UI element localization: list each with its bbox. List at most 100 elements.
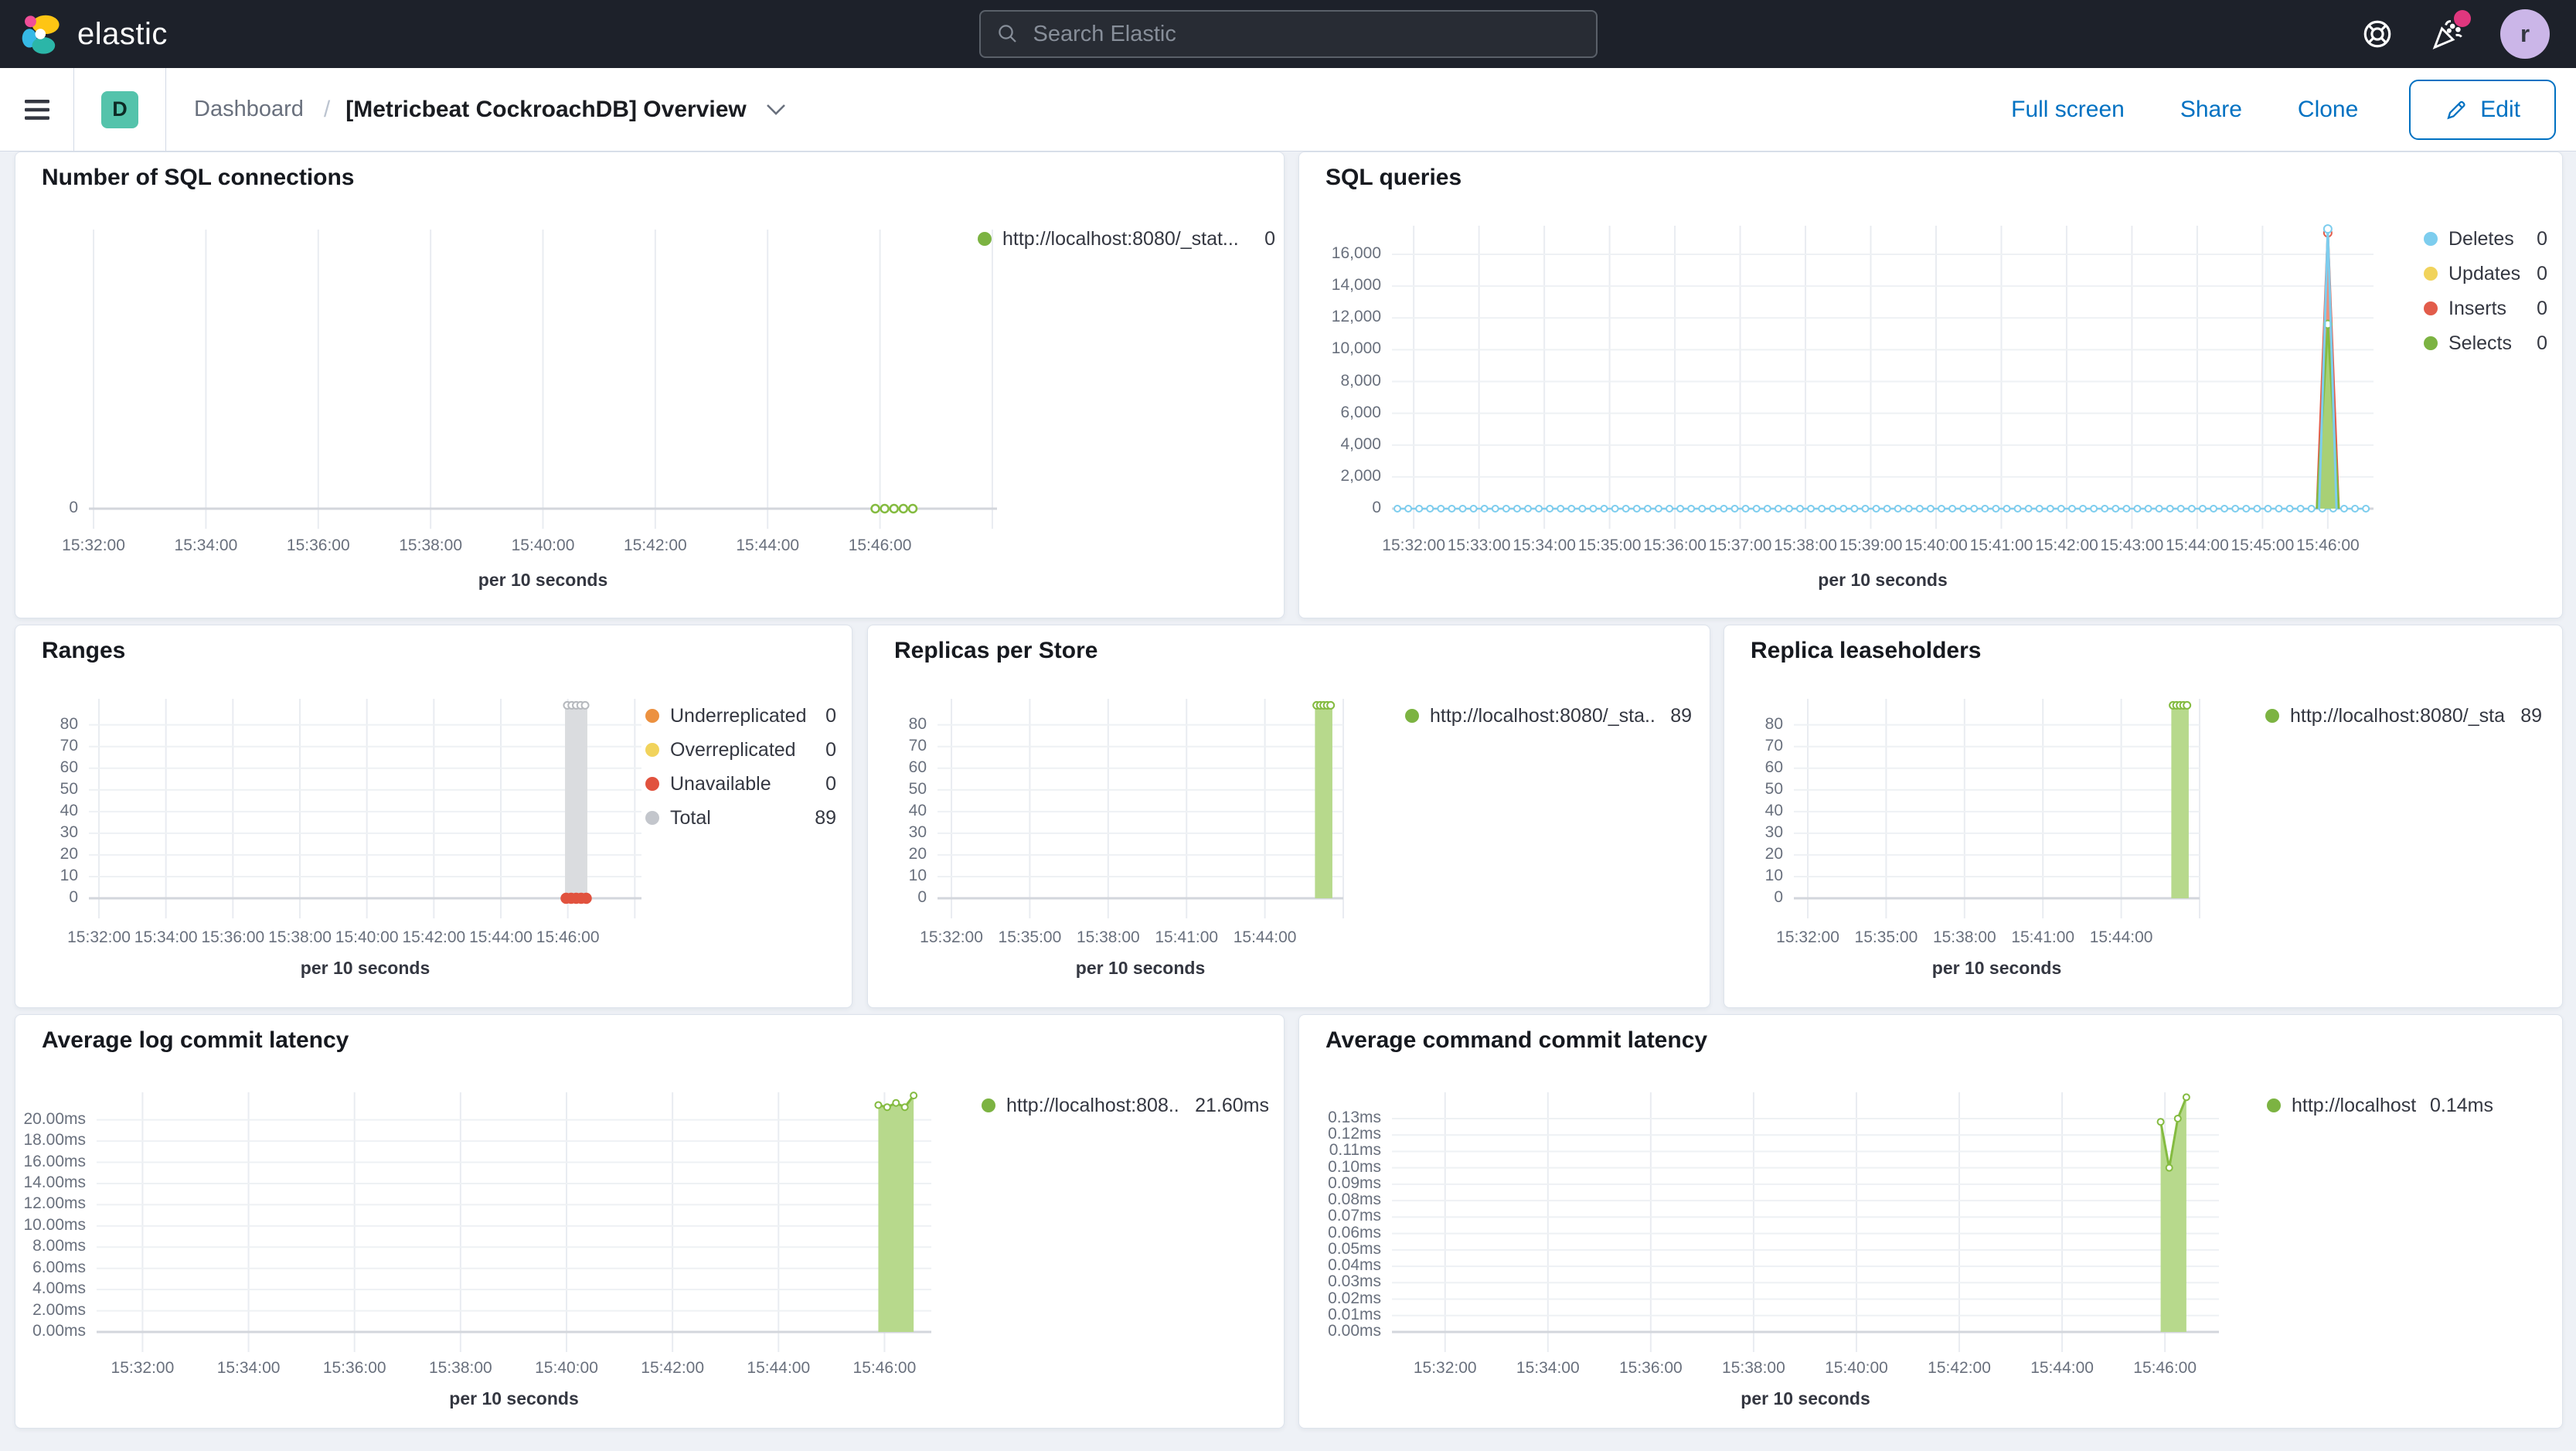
legend-item[interactable]: Unavailable 0 bbox=[645, 772, 836, 795]
legend-item[interactable]: Underreplicated 0 bbox=[645, 704, 836, 727]
x-axis-tick: 15:36:00 bbox=[1643, 536, 1707, 554]
y-axis-tick: 0 bbox=[1774, 888, 1783, 906]
x-axis-tick: 15:46:00 bbox=[2295, 536, 2360, 554]
x-axis-tick: 15:42:00 bbox=[1928, 1359, 1991, 1377]
y-axis-tick: 12.00ms bbox=[23, 1194, 86, 1213]
user-avatar[interactable]: r bbox=[2500, 9, 2550, 59]
y-axis-tick: 60 bbox=[908, 758, 927, 776]
space-badge[interactable]: D bbox=[101, 90, 138, 128]
legend-item[interactable]: http://localhost:8080/_sta... 89 bbox=[1405, 704, 1692, 727]
edit-button[interactable]: Edit bbox=[2409, 79, 2556, 140]
share-button[interactable]: Share bbox=[2176, 96, 2247, 124]
legend-label: http://localhost:8080/_sta... bbox=[1430, 704, 1657, 727]
home-button[interactable]: elastic bbox=[0, 12, 172, 56]
y-axis-tick: 0.00ms bbox=[32, 1322, 86, 1340]
legend-value: 21.60ms bbox=[1195, 1094, 1269, 1116]
y-axis-tick: 70 bbox=[908, 736, 927, 754]
gridlines bbox=[938, 699, 1344, 918]
legend-item[interactable]: http://localhost:8080/_sta... 89 bbox=[2265, 704, 2542, 727]
header-actions: r bbox=[2361, 9, 2576, 59]
panel-number-of-sql-connections: Number of SQL connections per 10 seconds… bbox=[15, 152, 1285, 618]
legend-item[interactable]: http://localhost:8080/_stat... 0 bbox=[978, 227, 1275, 250]
chart-legend: Deletes 0 Updates 0 Inserts 0 Selects 0 bbox=[2424, 227, 2547, 355]
chart-area: per 10 seconds 15:32:00 15:35:00 15:38:00 1… bbox=[868, 625, 1710, 1007]
legend-label: Deletes bbox=[2448, 227, 2514, 250]
y-axis-tick: 2,000 bbox=[1340, 466, 1381, 485]
series bbox=[1393, 224, 2370, 513]
whats-new-button[interactable] bbox=[2429, 10, 2471, 52]
legend-value: 0 bbox=[1264, 227, 1275, 250]
legend-item[interactable]: Selects 0 bbox=[2424, 332, 2547, 355]
y-axis-tick: 0.13ms bbox=[1328, 1108, 1381, 1126]
legend-label: Underreplicated bbox=[670, 704, 807, 727]
x-axis-tick: 15:38:00 bbox=[1774, 536, 1837, 554]
edit-label: Edit bbox=[2480, 96, 2520, 122]
x-axis-tick: 15:32:00 bbox=[1776, 928, 1839, 946]
nav-menu-button[interactable] bbox=[0, 68, 74, 151]
x-axis-tick: 15:40:00 bbox=[1904, 536, 1968, 554]
gridlines bbox=[1794, 699, 2200, 918]
legend-item[interactable]: Inserts 0 bbox=[2424, 297, 2547, 320]
y-axis-tick: 10 bbox=[60, 866, 78, 884]
legend-label: Selects bbox=[2448, 332, 2512, 354]
x-axis-tick: 15:40:00 bbox=[511, 536, 575, 554]
legend-item[interactable]: Overreplicated 0 bbox=[645, 738, 836, 761]
chevron-down-icon bbox=[766, 104, 785, 115]
search-input[interactable] bbox=[1031, 20, 1581, 48]
x-axis-tick: 15:38:00 bbox=[399, 536, 462, 554]
x-axis-tick: 15:35:00 bbox=[998, 928, 1062, 946]
panel-title: Average command commit latency bbox=[1325, 1027, 1708, 1053]
legend-item[interactable]: http://localhost:808... 21.60ms bbox=[982, 1094, 1269, 1117]
gridlines bbox=[1392, 1092, 2219, 1352]
space-badge-cell: D bbox=[74, 68, 166, 151]
y-axis-tick: 40 bbox=[1764, 801, 1783, 819]
x-axis-tick: 15:42:00 bbox=[641, 1359, 705, 1377]
avatar-initial: r bbox=[2520, 20, 2530, 47]
series bbox=[2169, 700, 2192, 898]
legend-color-dot-icon bbox=[2265, 709, 2279, 723]
legend-value: 89 bbox=[2520, 704, 2542, 727]
chart-legend: http://localhost:808... 21.60ms bbox=[982, 1094, 1269, 1117]
x-axis-tick: 15:34:00 bbox=[1513, 536, 1576, 554]
full-screen-button[interactable]: Full screen bbox=[2006, 96, 2129, 124]
x-axis-tick: 15:44:00 bbox=[736, 536, 800, 554]
elastic-logo-icon bbox=[22, 15, 60, 54]
x-axis-tick: 15:42:00 bbox=[402, 928, 466, 946]
x-axis-tick: 15:44:00 bbox=[747, 1359, 811, 1377]
panel-title: Ranges bbox=[42, 638, 126, 663]
chart-plot bbox=[89, 699, 641, 918]
legend-color-dot-icon bbox=[645, 743, 659, 757]
legend-item[interactable]: Total 89 bbox=[645, 806, 836, 829]
legend-item[interactable]: Updates 0 bbox=[2424, 262, 2547, 285]
chart-legend: http://localhost:8080/_sta... 89 bbox=[2265, 704, 2542, 727]
x-axis-tick: 15:32:00 bbox=[62, 536, 125, 554]
y-axis-tick: 60 bbox=[60, 758, 78, 776]
y-axis-tick: 80 bbox=[908, 714, 927, 733]
x-axis-tick: 15:35:00 bbox=[1854, 928, 1918, 946]
legend-label: Overreplicated bbox=[670, 738, 796, 761]
x-axis-tick: 15:43:00 bbox=[2100, 536, 2164, 554]
y-axis-tick: 0 bbox=[917, 888, 927, 906]
elastic-wordmark: elastic bbox=[77, 16, 168, 51]
clone-button[interactable]: Clone bbox=[2293, 96, 2363, 124]
y-axis-tick: 20 bbox=[60, 844, 78, 863]
legend-item[interactable]: Deletes 0 bbox=[2424, 227, 2547, 250]
toolbar-actions: Full screen Share Clone Edit bbox=[2006, 79, 2576, 140]
y-axis-tick: 0 bbox=[69, 888, 78, 906]
x-axis-tick: 15:32:00 bbox=[1413, 1359, 1477, 1377]
panel-average-log-commit-latency: Average log commit latency per 10 second… bbox=[15, 1014, 1285, 1429]
x-axis-tick: 15:44:00 bbox=[469, 928, 533, 946]
x-axis-tick: 15:32:00 bbox=[1382, 536, 1446, 554]
help-button[interactable] bbox=[2361, 18, 2394, 50]
title-menu-toggle[interactable] bbox=[765, 103, 787, 117]
legend-color-dot-icon bbox=[2424, 301, 2438, 315]
legend-item[interactable]: http://localhost:8080... 0.14ms bbox=[2267, 1094, 2493, 1117]
chart-area: per 10 seconds 15:32:00 15:33:00 15:34:00 1… bbox=[1299, 152, 2562, 618]
panel-replica-leaseholders: Replica leaseholders per 10 seconds 15:3… bbox=[1724, 625, 2563, 1008]
y-axis-tick: 4.00ms bbox=[32, 1279, 86, 1298]
x-axis-tick: 15:46:00 bbox=[536, 928, 600, 946]
breadcrumb-dashboard[interactable]: Dashboard bbox=[189, 96, 308, 123]
series bbox=[560, 700, 592, 904]
global-search[interactable] bbox=[978, 10, 1598, 58]
x-axis-tick: 15:33:00 bbox=[1447, 536, 1511, 554]
